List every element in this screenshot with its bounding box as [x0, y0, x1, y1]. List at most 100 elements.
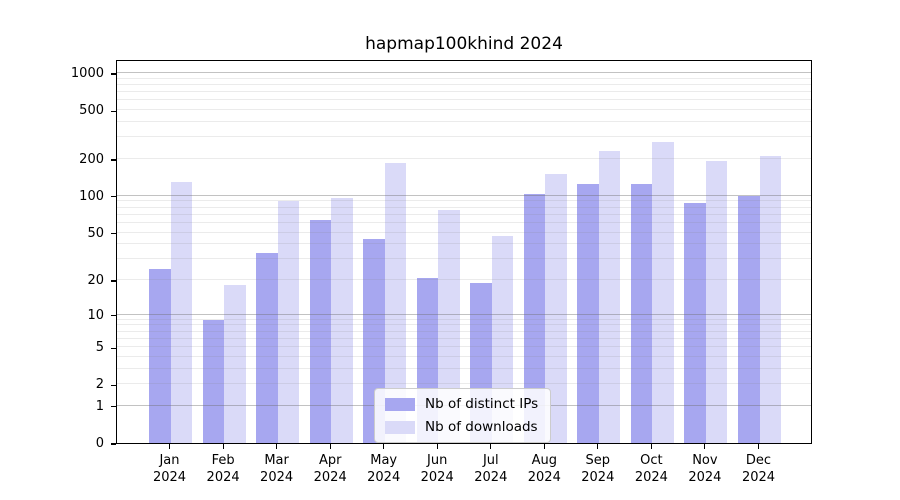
y-tick-mark	[111, 315, 116, 317]
legend-item-distinct-ips: Nb of distinct IPs	[385, 396, 538, 412]
y-tick-label: 1000	[70, 66, 104, 81]
major-gridline	[117, 313, 811, 315]
minor-gridline	[117, 136, 811, 138]
bar-aug-distinct-ips	[523, 193, 546, 443]
x-tick-mark	[329, 444, 331, 449]
minor-gridline	[117, 318, 811, 320]
y-tick-label: 1	[95, 398, 104, 414]
bar-feb-distinct-ips	[202, 319, 225, 443]
minor-gridline	[117, 330, 811, 332]
x-tick-mark	[222, 444, 224, 449]
x-tick-label: Feb 2024	[206, 453, 240, 485]
minor-gridline	[117, 355, 811, 357]
x-tick-mark	[543, 444, 545, 449]
bar-oct-distinct-ips	[630, 184, 653, 443]
minor-gridline	[117, 213, 811, 215]
x-tick-label: Sep 2024	[581, 453, 615, 485]
minor-gridline	[117, 206, 811, 208]
bar-apr-distinct-ips	[309, 220, 332, 443]
minor-gridline	[117, 84, 811, 85]
legend: Nb of distinct IPs Nb of downloads	[374, 388, 552, 443]
y-tick-label: 500	[79, 103, 104, 119]
plot-area	[116, 60, 812, 444]
bar-jan-distinct-ips	[149, 268, 171, 443]
major-gridline	[117, 72, 811, 73]
x-tick-label: Jan 2024	[152, 453, 187, 485]
bar-sep-distinct-ips	[577, 183, 599, 443]
x-tick-mark	[168, 444, 171, 449]
x-tick-mark	[490, 444, 492, 449]
y-tick-mark	[111, 443, 116, 445]
bar-nov-downloads	[705, 160, 728, 443]
minor-gridline	[117, 243, 811, 245]
bar-dec-distinct-ips	[738, 195, 760, 443]
y-tick-mark	[111, 347, 116, 349]
y-tick-label: 0	[95, 436, 104, 451]
minor-gridline	[117, 346, 811, 348]
bar-jun-downloads	[438, 210, 460, 443]
y-tick-mark	[111, 110, 116, 112]
bar-dec-downloads	[759, 155, 781, 443]
x-tick-mark	[436, 444, 438, 449]
x-tick-label: Jun 2024	[420, 453, 454, 485]
distinct-ips-swatch-icon	[385, 397, 415, 411]
x-tick-mark	[383, 444, 385, 449]
y-tick-mark	[111, 384, 116, 386]
x-tick-label: Mar 2024	[260, 453, 294, 485]
y-tick-mark	[111, 406, 116, 408]
bar-jan-downloads	[170, 181, 192, 443]
x-tick-mark	[704, 444, 706, 449]
minor-gridline	[117, 109, 811, 111]
minor-gridline	[117, 337, 811, 339]
major-gridline	[117, 194, 811, 196]
x-tick-mark	[650, 444, 652, 449]
y-tick-mark	[111, 232, 116, 235]
y-tick-label: 100	[79, 188, 104, 204]
x-tick-label: May 2024	[367, 453, 401, 485]
minor-gridline	[117, 231, 811, 233]
x-tick-mark	[597, 444, 599, 449]
minor-gridline	[117, 91, 811, 93]
y-tick-mark	[111, 196, 116, 198]
legend-label-distinct-ips: Nb of distinct IPs	[425, 396, 539, 412]
legend-item-downloads: Nb of downloads	[385, 419, 538, 435]
x-tick-mark	[276, 444, 278, 449]
x-tick-label: Jul 2024	[474, 453, 508, 485]
y-tick-label: 10	[87, 307, 104, 323]
chart-title: hapmap100khind 2024	[365, 34, 563, 54]
x-tick-label: Apr 2024	[313, 453, 347, 485]
bar-mar-distinct-ips	[256, 252, 278, 443]
x-tick-label: Aug 2024	[527, 453, 561, 485]
minor-gridline	[117, 324, 811, 326]
minor-gridline	[117, 221, 811, 223]
minor-gridline	[117, 279, 811, 280]
x-tick-label: Oct 2024	[634, 453, 668, 485]
x-tick-mark	[757, 444, 760, 449]
y-tick-mark	[111, 280, 116, 282]
bar-may-downloads	[384, 162, 407, 443]
bar-feb-downloads	[224, 285, 246, 443]
y-tick-label: 50	[87, 225, 104, 241]
x-tick-label: Nov 2024	[688, 453, 722, 485]
minor-gridline	[117, 121, 811, 122]
minor-gridline	[117, 367, 811, 369]
y-tick-mark	[111, 73, 116, 75]
minor-gridline	[117, 99, 811, 101]
legend-label-downloads: Nb of downloads	[425, 419, 538, 435]
bar-nov-distinct-ips	[684, 202, 706, 443]
bar-sep-downloads	[598, 151, 621, 443]
y-tick-label: 2	[95, 377, 104, 393]
x-tick-label: Dec 2024	[741, 453, 776, 485]
minor-gridline	[117, 383, 811, 385]
bar-mar-downloads	[277, 201, 300, 443]
y-tick-label: 5	[95, 340, 104, 356]
y-tick-label: 200	[79, 152, 104, 167]
minor-gridline	[117, 158, 811, 159]
downloads-swatch-icon	[385, 420, 415, 434]
minor-gridline	[117, 200, 811, 202]
minor-gridline	[117, 77, 811, 79]
y-tick-label: 20	[87, 273, 104, 288]
bar-oct-downloads	[652, 141, 674, 443]
minor-gridline	[117, 258, 811, 260]
